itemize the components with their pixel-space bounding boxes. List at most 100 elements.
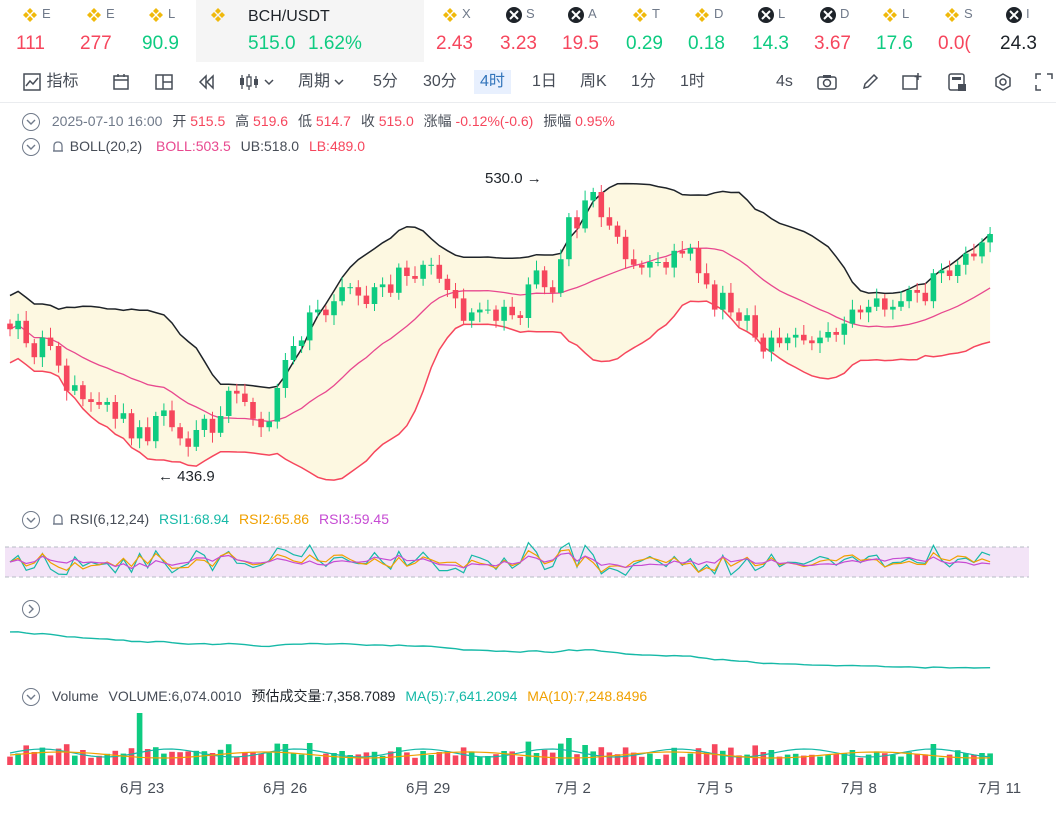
chart-type-button[interactable]: [238, 70, 274, 94]
candle-body: [914, 290, 920, 293]
ticker-name: S: [526, 6, 535, 21]
settings-button[interactable]: [992, 70, 1014, 94]
layout-button[interactable]: [154, 70, 174, 94]
period-button[interactable]: 周期: [298, 70, 344, 94]
low-label: 低: [297, 113, 312, 129]
secondary-indicator-chart[interactable]: [0, 620, 1056, 680]
chevron-right-icon[interactable]: [22, 600, 40, 619]
xrp-icon: [820, 7, 836, 23]
volume-bar: [234, 756, 240, 765]
add-window-icon: [902, 72, 922, 90]
candlestick-chart[interactable]: 530.0 → ← 436.9: [0, 150, 1056, 500]
volume-bar: [558, 743, 564, 765]
candle-body: [209, 418, 216, 433]
volume-bar: [906, 752, 912, 765]
volume-bar: [88, 757, 94, 765]
screenshot-button[interactable]: [816, 70, 838, 94]
period-label: 周期: [298, 73, 331, 90]
interval-1d[interactable]: 1日: [532, 73, 557, 90]
candle-body: [711, 284, 718, 310]
volume-bar: [501, 751, 507, 765]
interval-1m[interactable]: 1分: [631, 73, 656, 90]
interval-1h[interactable]: 1时: [680, 73, 705, 90]
candle-body: [242, 393, 248, 402]
candle-body: [655, 262, 661, 263]
candle-datetime: 2025-07-10 16:00: [51, 113, 163, 129]
fullscreen-button[interactable]: [1034, 70, 1054, 94]
ticker-13[interactable]: I 24.3: [1000, 0, 1056, 62]
change-value: -0.12%(-0.6): [455, 113, 534, 129]
add-chart-button[interactable]: [901, 70, 923, 94]
candle-body: [971, 253, 977, 257]
candle-body: [306, 312, 313, 341]
volume-chart[interactable]: [0, 705, 1056, 767]
replay-button[interactable]: [196, 70, 216, 94]
boll-ub-value: UB:518.0: [240, 138, 300, 154]
chevron-down-icon[interactable]: [22, 688, 40, 707]
volume-bar: [209, 753, 216, 765]
ticker-4[interactable]: X 2.43: [436, 0, 476, 62]
ticker-3[interactable]: BCH/USDT 515.0 1.62%: [196, 0, 424, 62]
rsi-legend: RSI(6,12,24) RSI1:68.94 RSI2:65.86 RSI3:…: [22, 511, 389, 530]
candle-body: [792, 334, 799, 338]
ticker-7[interactable]: T 0.29: [626, 0, 666, 62]
candle-body: [104, 402, 110, 405]
ticker-price: 2.43: [436, 33, 473, 54]
ticker-bar: E 111 E 277 L 90.9 BCH/USDT 515.0 1.62% X 2.43 S 3.2…: [0, 0, 1056, 62]
volume-bar: [703, 752, 710, 765]
rsi3-line: [9, 552, 991, 570]
candle-body: [258, 418, 264, 428]
ticker-10[interactable]: D 3.67: [814, 0, 854, 62]
indicators-button[interactable]: 指标: [22, 70, 78, 94]
volume-bar: [379, 755, 386, 765]
candle-body: [39, 337, 46, 358]
ticker-6[interactable]: A 19.5: [562, 0, 602, 62]
calculator-button[interactable]: [946, 70, 968, 94]
candle-body: [31, 343, 38, 358]
ticker-0[interactable]: E 111: [16, 0, 56, 62]
ticker-price: 277: [80, 33, 112, 54]
high-label: 高: [235, 113, 250, 129]
ticker-8[interactable]: D 0.18: [688, 0, 728, 62]
calendar-button[interactable]: [111, 70, 131, 94]
ticker-5[interactable]: S 3.23: [500, 0, 540, 62]
ticker-12[interactable]: S 0.0(: [938, 0, 978, 62]
ticker-2[interactable]: L 90.9: [142, 0, 182, 62]
interval-30m[interactable]: 30分: [423, 73, 457, 90]
candle-body: [493, 309, 499, 321]
chevron-down-icon[interactable]: [22, 113, 40, 132]
candle-body: [574, 217, 580, 229]
chevron-down-icon[interactable]: [22, 138, 40, 157]
volume-bar: [849, 750, 856, 765]
volume-bar: [533, 753, 540, 765]
rsi-chart[interactable]: [0, 535, 1056, 590]
indicator-icon: [23, 73, 41, 91]
chevron-down-icon[interactable]: [22, 511, 40, 530]
candle-body: [387, 284, 394, 293]
ticker-name: L: [902, 6, 910, 21]
volume-bar: [468, 751, 475, 765]
interval-1w[interactable]: 周K: [580, 73, 607, 90]
bell-icon[interactable]: [50, 139, 66, 155]
volume-bar: [744, 754, 750, 765]
volume-bar: [752, 745, 758, 765]
candle-body: [647, 262, 653, 268]
candle-body: [250, 402, 256, 419]
ticker-9[interactable]: L 14.3: [752, 0, 792, 62]
bell-icon[interactable]: [50, 512, 66, 528]
volume-bar: [315, 756, 321, 765]
volume-bar: [144, 749, 151, 765]
refresh-interval[interactable]: 4s: [776, 73, 793, 90]
interval-5m[interactable]: 5分: [373, 73, 398, 90]
volume-bar: [460, 747, 467, 765]
ticker-1[interactable]: E 277: [80, 0, 120, 62]
ticker-11[interactable]: L 17.6: [876, 0, 916, 62]
ticker-name: X: [462, 6, 471, 21]
volume-bar: [23, 745, 29, 765]
close-value: 515.0: [378, 113, 414, 129]
extra-indicator-toggle[interactable]: [22, 600, 40, 619]
interval-4h[interactable]: 4时: [474, 70, 511, 94]
draw-button[interactable]: [860, 70, 880, 94]
candle-body: [736, 312, 742, 321]
candle-body: [15, 320, 21, 330]
